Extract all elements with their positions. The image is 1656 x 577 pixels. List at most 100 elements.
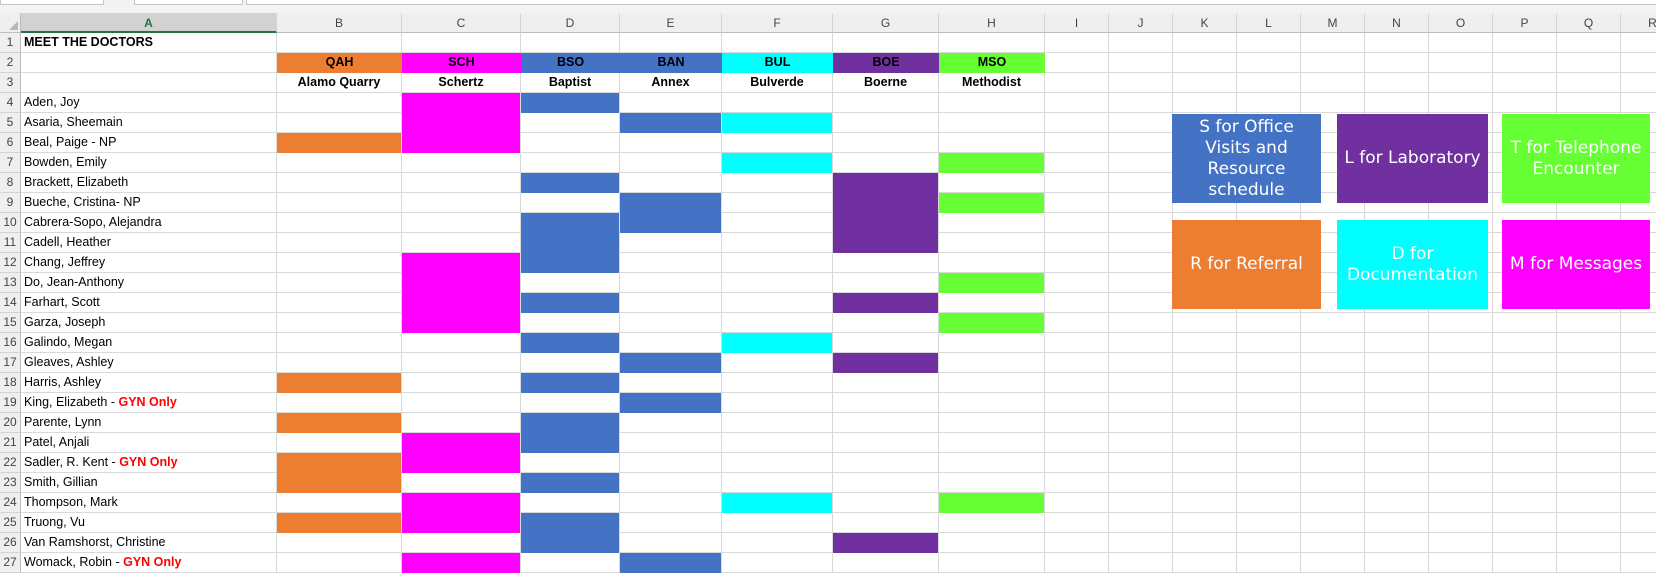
formula-buttons[interactable] [134, 0, 243, 5]
cell[interactable] [1621, 33, 1656, 53]
cell[interactable] [521, 453, 620, 473]
cell[interactable] [1109, 373, 1173, 393]
cell[interactable] [620, 153, 722, 173]
cell[interactable] [1557, 373, 1621, 393]
cell[interactable] [1365, 553, 1429, 573]
cell[interactable] [1045, 493, 1109, 513]
cell[interactable] [1045, 133, 1109, 153]
cell[interactable] [1621, 553, 1656, 573]
cell[interactable] [1621, 453, 1656, 473]
cell[interactable] [277, 233, 402, 253]
cell[interactable] [939, 253, 1045, 273]
doctor-name[interactable]: Truong, Vu [21, 513, 277, 533]
cell[interactable] [521, 33, 620, 53]
cell[interactable] [1173, 313, 1237, 333]
cell[interactable] [722, 293, 833, 313]
cell[interactable] [521, 113, 620, 133]
cell[interactable] [1429, 33, 1493, 53]
location-name-ban[interactable]: Annex [620, 73, 722, 93]
column-header-i[interactable]: I [1045, 13, 1109, 33]
location-fill-bul[interactable] [722, 333, 832, 353]
row-header-12[interactable]: 12 [0, 253, 21, 273]
cell[interactable] [402, 213, 521, 233]
cell[interactable] [1173, 353, 1237, 373]
location-fill-ban[interactable] [620, 113, 721, 133]
cell[interactable] [939, 133, 1045, 153]
cell[interactable] [402, 473, 521, 493]
cell[interactable] [1237, 313, 1301, 333]
cell[interactable] [277, 113, 402, 133]
cell[interactable] [1301, 413, 1365, 433]
cell[interactable] [1557, 513, 1621, 533]
cell[interactable] [521, 193, 620, 213]
cell[interactable] [939, 513, 1045, 533]
doctor-name[interactable]: Gleaves, Ashley [21, 353, 277, 373]
doctor-name[interactable]: Aden, Joy [21, 93, 277, 113]
cell[interactable] [833, 273, 939, 293]
doctor-name[interactable]: King, Elizabeth - GYN Only [21, 393, 277, 413]
cell[interactable] [833, 453, 939, 473]
doctor-name[interactable]: Harris, Ashley [21, 373, 277, 393]
cell[interactable] [1621, 473, 1656, 493]
cell[interactable] [939, 173, 1045, 193]
column-header-o[interactable]: O [1429, 13, 1493, 33]
cell[interactable] [1429, 433, 1493, 453]
cell[interactable] [1173, 373, 1237, 393]
cell[interactable] [1237, 433, 1301, 453]
cell[interactable] [277, 493, 402, 513]
cell[interactable] [620, 453, 722, 473]
cell[interactable] [1173, 93, 1237, 113]
cell[interactable] [1429, 53, 1493, 73]
cell[interactable] [620, 93, 722, 113]
cell[interactable] [1621, 313, 1656, 333]
cell[interactable] [1237, 453, 1301, 473]
doctor-name[interactable]: Parente, Lynn [21, 413, 277, 433]
doctor-name[interactable]: Thompson, Mark [21, 493, 277, 513]
cell[interactable] [1301, 73, 1365, 93]
legend-box-t[interactable]: T for Telephone Encounter [1502, 114, 1650, 203]
cell[interactable] [1301, 353, 1365, 373]
cell[interactable] [939, 553, 1045, 573]
cell[interactable] [1493, 453, 1557, 473]
cell[interactable] [939, 333, 1045, 353]
cell[interactable] [277, 533, 402, 553]
cell[interactable] [521, 133, 620, 153]
cell[interactable] [1109, 513, 1173, 533]
cell[interactable] [939, 293, 1045, 313]
cell[interactable] [1557, 393, 1621, 413]
cell[interactable] [722, 453, 833, 473]
cell[interactable] [1429, 473, 1493, 493]
location-fill-sch[interactable] [402, 273, 520, 293]
location-code-ban[interactable]: BAN [620, 53, 722, 73]
cell[interactable] [1045, 333, 1109, 353]
cell[interactable] [1301, 493, 1365, 513]
cell[interactable] [833, 113, 939, 133]
cell[interactable] [722, 273, 833, 293]
location-fill-bso[interactable] [521, 253, 619, 273]
cell[interactable] [1365, 453, 1429, 473]
cell[interactable] [722, 213, 833, 233]
cell[interactable] [521, 393, 620, 413]
cell[interactable] [1557, 313, 1621, 333]
location-fill-bul[interactable] [722, 153, 832, 173]
location-name-bso[interactable]: Baptist [521, 73, 620, 93]
cell[interactable] [1045, 233, 1109, 253]
cell[interactable] [402, 233, 521, 253]
cell[interactable] [939, 533, 1045, 553]
cell[interactable] [1557, 53, 1621, 73]
cell[interactable] [833, 333, 939, 353]
cell[interactable] [620, 273, 722, 293]
cell[interactable] [620, 533, 722, 553]
doctor-name[interactable]: Farhart, Scott [21, 293, 277, 313]
cell[interactable] [402, 193, 521, 213]
row-header-16[interactable]: 16 [0, 333, 21, 353]
cell[interactable] [939, 233, 1045, 253]
location-fill-bso[interactable] [521, 93, 619, 113]
cell[interactable] [1557, 413, 1621, 433]
row-header-1[interactable]: 1 [0, 33, 21, 53]
cell[interactable] [1365, 353, 1429, 373]
cell[interactable] [1301, 373, 1365, 393]
location-fill-bso[interactable] [521, 413, 619, 433]
cell[interactable] [277, 153, 402, 173]
cell[interactable] [277, 273, 402, 293]
